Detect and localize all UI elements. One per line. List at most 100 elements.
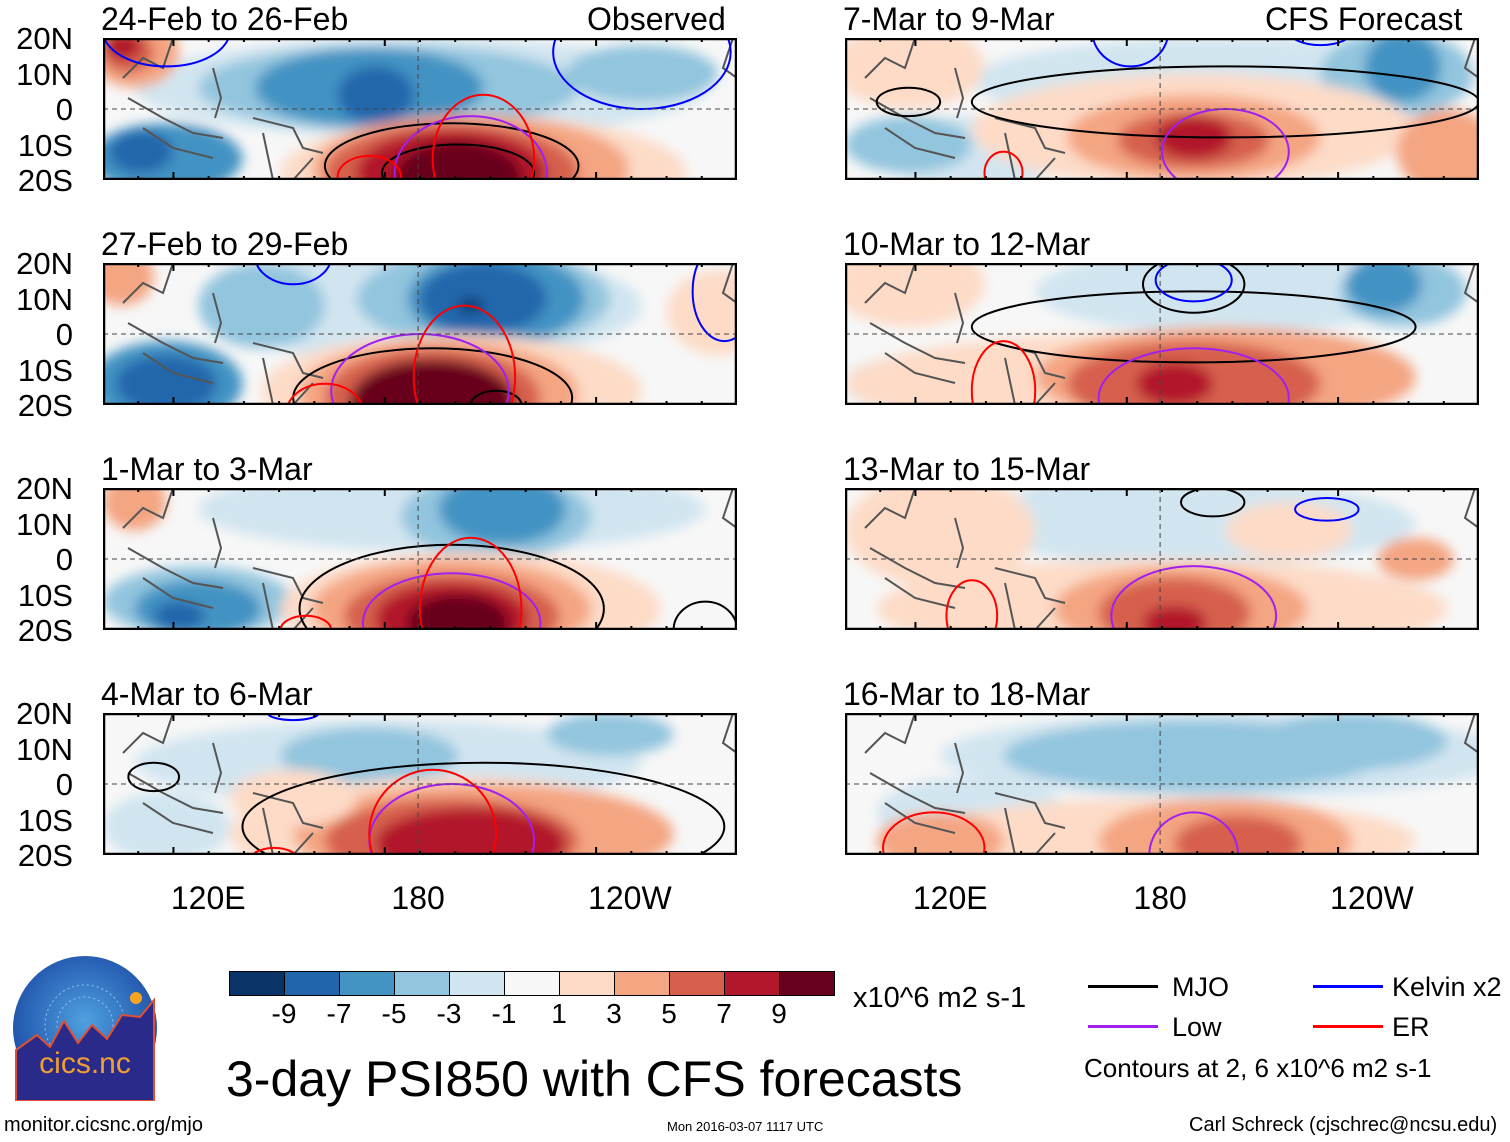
latitude-label: 0 [55,767,73,802]
colorbar-swatch [395,972,450,995]
contour-line [412,304,517,405]
longitude-label: 180 [1133,880,1187,916]
contour-line [552,38,732,110]
colorbar-tick-label: -9 [271,998,297,1029]
psi-anomaly-region [407,594,509,630]
latitude-label: 10S [17,127,73,163]
psi-anomaly-region [153,601,205,630]
psi-anomaly-region [439,488,566,545]
colorbar-swatch [340,972,395,995]
colorbar-swatch [285,972,340,995]
colorbar-tick-label: -1 [491,998,517,1029]
latitude-label: 0 [55,92,73,127]
psi-anomaly-region [1225,502,1353,559]
latitude-label: 10S [17,577,73,613]
colorbar-swatch [670,972,725,995]
panel-title: 1-Mar to 3-Mar [101,451,313,487]
contour-line [970,65,1479,139]
psi-anomaly-region [546,713,674,756]
figure-title: 3-day PSI850 with CFS forecasts [226,1051,963,1107]
coastline [864,38,1479,180]
coastline [122,263,737,405]
latitude-label: 20S [17,838,73,873]
psi-anomaly-region [876,812,1004,855]
colorbar-tick-label: 9 [771,998,787,1029]
coastline [864,713,1479,855]
legend-mjo-label: MJO [1172,972,1229,1002]
map-panel [103,38,737,180]
legend-er-label: ER [1392,1012,1430,1042]
map-panel [845,38,1479,180]
contour-line [970,290,1417,364]
contour-line [368,768,498,855]
contour-line [103,38,230,68]
panel-title: 24-Feb to 26-Feb [101,1,349,37]
latitude-label: 10S [17,352,73,388]
colorbar-tick-label: 1 [551,998,567,1029]
psi-anomaly-region [1174,815,1302,855]
psi-anomaly-region [420,263,547,334]
colorbar-swatch [560,972,615,995]
colorbar-swatch [450,972,505,995]
latitude-label: 0 [55,542,73,577]
colorbar-swatch [505,972,560,995]
contour-line [1092,38,1169,68]
legend-low-line [1088,1025,1158,1028]
coastline [864,488,1479,630]
coastline [864,263,1479,405]
colorbar-swatch [725,972,780,995]
psi-anomaly-region [103,791,230,855]
longitude-label: 120E [912,880,988,916]
longitude-label: 120W [1330,880,1414,916]
contour-line [1141,263,1246,314]
panel-title: 13-Mar to 15-Mar [843,451,1091,487]
footer-timestamp: Mon 2016-03-07 1117 UTC [667,1119,824,1134]
contour-line [431,93,536,180]
footer-url[interactable]: monitor.cicsnc.org/mjo [4,1114,203,1136]
cfs-forecast-label: CFS Forecast [1265,1,1463,37]
latitude-label: 20N [16,21,73,56]
latitude-label: 0 [55,317,73,352]
contour-line [298,543,605,630]
latitude-label: 20S [17,163,73,198]
contour-line [1180,488,1246,518]
psi-anomaly-region [109,130,173,173]
cics-logo: cics.nc [12,955,158,1102]
psi-anomaly-region [1345,263,1422,313]
longitude-label: 120E [170,880,246,916]
observed-label: Observed [587,1,726,37]
colorbar-tick-label: -3 [436,998,462,1029]
panel-title: 16-Mar to 18-Mar [843,676,1091,712]
legend-er-line [1313,1025,1383,1028]
latitude-label: 20N [16,696,73,731]
logo-text: cics.nc [39,1047,131,1080]
colorbar-units: x10^6 m2 s-1 [853,982,1027,1014]
psi-anomaly-region [103,488,167,531]
contour-line [287,382,363,405]
contour-line [691,263,737,343]
latitude-label: 10N [16,56,73,92]
latitude-label: 10N [16,281,73,317]
latitude-label: 10S [17,802,73,838]
map-panel [845,488,1479,630]
contour-line [882,811,986,855]
psi-anomaly-region [1003,488,1194,559]
psi-anomaly-region [350,359,516,405]
contour-line [266,713,320,722]
psi-anomaly-region [845,263,985,327]
contour-line [875,86,942,118]
coastline [122,488,737,630]
psi-anomaly-region [1142,605,1207,630]
contour-line [945,579,999,630]
colorbar-swatch [615,972,670,995]
contour-line [1110,565,1278,630]
map-panel [103,713,737,855]
colorbar-tick-label: 3 [606,998,622,1029]
psi-anomaly-region [1396,109,1479,180]
legend-kelvin-line [1313,985,1383,988]
contour-line [970,340,1037,405]
panel-title: 4-Mar to 6-Mar [101,676,313,712]
latitude-label: 20N [16,246,73,281]
psi-anomaly-region [1035,263,1416,334]
psi-anomaly-region [565,45,718,102]
